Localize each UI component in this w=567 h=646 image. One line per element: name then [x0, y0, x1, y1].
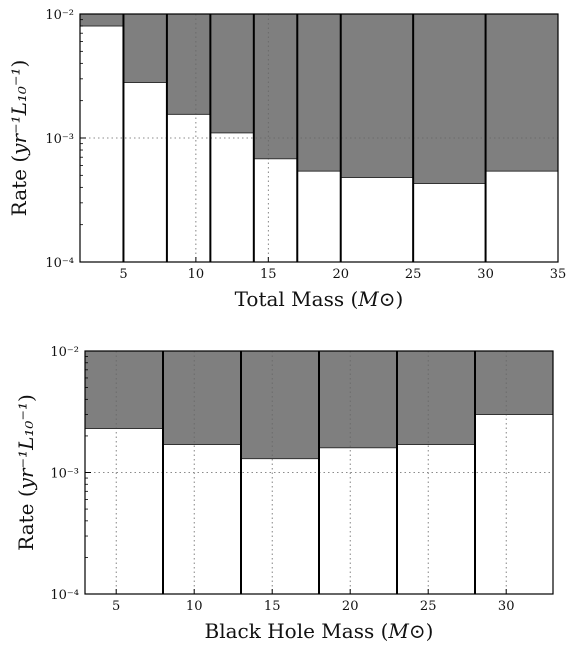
x-tick-label: 30	[498, 599, 515, 614]
allowed-bar	[163, 444, 241, 594]
allowed-bar	[297, 171, 341, 262]
allowed-bar	[80, 26, 124, 262]
excluded-bar	[166, 14, 211, 115]
excluded-bar	[253, 14, 298, 159]
x-axis-label: Black Hole Mass (M⊙)	[205, 619, 434, 643]
y-tick-label: 10⁻³	[45, 132, 74, 147]
y-tick-label: 10⁻⁴	[50, 588, 79, 603]
y-axis-label: Rate (yr⁻¹L₁₀⁻¹)	[14, 394, 38, 551]
excluded-bar	[397, 351, 475, 445]
x-tick-label: 5	[119, 267, 127, 282]
y-tick-label: 10⁻²	[45, 8, 74, 23]
excluded-bar	[163, 351, 241, 445]
allowed-bar	[475, 414, 553, 594]
allowed-bar	[85, 428, 163, 594]
allowed-bar	[166, 114, 211, 263]
x-tick-label: 35	[550, 267, 567, 282]
excluded-bar	[297, 14, 341, 172]
x-tick-label: 10	[188, 267, 205, 282]
allowed-bar	[241, 458, 319, 594]
allowed-bar	[123, 82, 167, 263]
allowed-bar	[413, 183, 486, 262]
allowed-bar	[485, 171, 558, 262]
excluded-bar	[413, 14, 486, 184]
x-tick-label: 5	[112, 599, 120, 614]
allowed-bar	[319, 447, 397, 594]
x-tick-label: 25	[405, 267, 422, 282]
excluded-bar	[340, 14, 414, 178]
excluded-bar	[80, 14, 124, 27]
x-tick-label: 15	[260, 267, 277, 282]
y-tick-label: 10⁻³	[50, 467, 79, 482]
allowed-bar	[210, 132, 254, 262]
y-axis-label: Rate (yr⁻¹L₁₀⁻¹)	[7, 60, 31, 217]
excluded-bar	[210, 14, 254, 133]
total-mass-chart: 5 10 15 20 25 30 35 10⁻⁴ 10⁻³ 10⁻² Total Mass (M⊙)…	[7, 8, 566, 311]
excluded-bar	[485, 14, 558, 172]
excluded-bar	[123, 14, 167, 83]
x-tick-label: 25	[420, 599, 437, 614]
allowed-bar	[397, 444, 475, 594]
excluded-bar	[85, 351, 163, 429]
y-tick-label: 10⁻²	[50, 345, 79, 360]
allowed-bar	[340, 177, 414, 262]
x-tick-label: 20	[332, 267, 349, 282]
x-tick-label: 10	[186, 599, 203, 614]
black-hole-mass-chart: 5 10 15 20 25 30 10⁻⁴ 10⁻³ 10⁻² Black Hole Mass (…	[14, 345, 554, 643]
x-axis-label: Total Mass (M⊙)	[235, 287, 404, 311]
allowed-bar	[253, 158, 298, 262]
y-tick-label: 10⁻⁴	[45, 256, 74, 271]
excluded-bar	[319, 351, 397, 448]
x-tick-label: 15	[264, 599, 281, 614]
x-tick-label: 20	[342, 599, 359, 614]
excluded-bar	[241, 351, 319, 459]
x-tick-label: 30	[477, 267, 494, 282]
excluded-bar	[475, 351, 553, 415]
